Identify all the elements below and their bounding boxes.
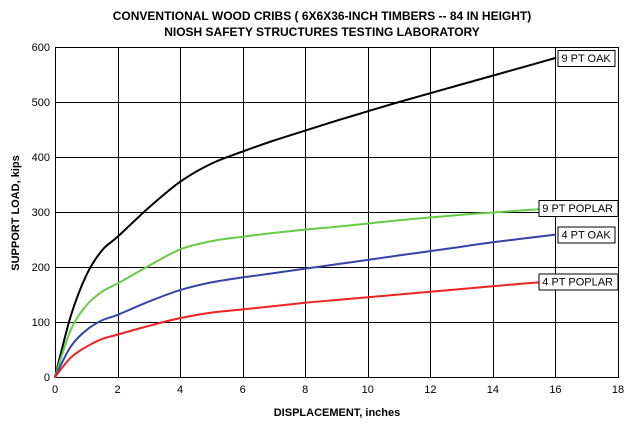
series-label-4-pt-oak: 4 PT OAK: [557, 226, 616, 244]
x-tick-label: 10: [362, 384, 374, 396]
series-labels: 9 PT OAK 9 PT POPLAR 4 PT OAK 4 PT POPLAR: [538, 50, 619, 291]
series-label-text: 4 PT POPLAR: [542, 276, 613, 288]
grid: [55, 47, 619, 378]
x-tick-label: 14: [487, 384, 499, 396]
y-tick-label: 200: [32, 262, 50, 274]
series-label-4-pt-poplar: 4 PT POPLAR: [538, 273, 619, 291]
x-tick-label: 2: [114, 384, 120, 396]
plot-frame: [55, 47, 619, 378]
x-tick-label: 8: [302, 384, 308, 396]
x-tick-label: 6: [240, 384, 246, 396]
y-tick-label: 100: [32, 317, 50, 329]
series-line-9-pt-poplar: [54, 207, 557, 378]
series-layer: [54, 57, 557, 378]
x-tick-label: 4: [177, 384, 183, 396]
x-tick-label: 0: [52, 384, 58, 396]
y-tick-label: 500: [32, 97, 50, 109]
y-tick-label: 600: [32, 42, 50, 54]
series-label-box: [557, 50, 616, 67]
tick-labels: 0 2 4 6 8 10 12 14 16 18 0 100 200 300 400 500 600: [32, 42, 624, 396]
x-tick-label: 12: [424, 384, 436, 396]
y-tick-label: 300: [32, 207, 50, 219]
series-line-4-pt-poplar: [54, 280, 557, 378]
chart-subtitle: NIOSH SAFETY STRUCTURES TESTING LABORATO…: [164, 25, 480, 39]
y-tick-label: 400: [32, 152, 50, 164]
series-label-text: 9 PT OAK: [561, 53, 611, 65]
series-line-4-pt-oak: [54, 233, 557, 378]
series-label-box: [538, 273, 619, 291]
series-label-9-pt-oak: 9 PT OAK: [557, 50, 616, 67]
x-tick-label: 16: [549, 384, 561, 396]
series-label-box: [557, 226, 616, 244]
series-label-text: 9 PT POPLAR: [542, 203, 613, 215]
series-label-9-pt-poplar: 9 PT POPLAR: [538, 200, 619, 218]
x-tick-label: 18: [612, 384, 624, 396]
chart-title: CONVENTIONAL WOOD CRIBS ( 6X6X36-INCH TI…: [113, 9, 531, 23]
y-axis-label: SUPPORT LOAD, kips: [10, 155, 22, 271]
series-label-box: [538, 200, 619, 218]
series-label-text: 4 PT OAK: [561, 230, 611, 242]
y-tick-label: 0: [44, 372, 50, 384]
x-axis-label: DISPLACEMENT, inches: [274, 407, 401, 419]
series-line-9-pt-oak: [54, 57, 557, 378]
